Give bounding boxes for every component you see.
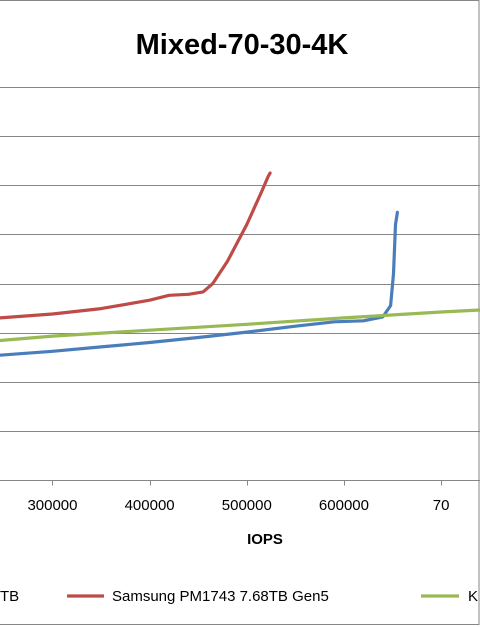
x-tick-labels: 300000 400000 500000 600000 70 xyxy=(27,497,449,514)
series-line-3 xyxy=(0,308,480,343)
x-axis xyxy=(0,480,480,486)
legend-label: TB xyxy=(0,588,19,605)
legend: TB Samsung PM1743 7.68TB Gen5 K xyxy=(0,588,478,605)
x-tick-label: 300000 xyxy=(27,497,77,514)
series-line-1 xyxy=(0,171,272,320)
x-tick-label: 70 xyxy=(433,497,450,514)
x-tick-label: 400000 xyxy=(125,497,175,514)
legend-label: Samsung PM1743 7.68TB Gen5 xyxy=(112,588,329,605)
series-lines xyxy=(0,171,480,357)
series-line-2 xyxy=(0,210,399,357)
chart-title: Mixed-70-30-4K xyxy=(136,29,349,61)
x-axis-title: IOPS xyxy=(247,531,283,548)
x-tick-label: 500000 xyxy=(222,497,272,514)
x-tick-label: 600000 xyxy=(319,497,369,514)
legend-label: K xyxy=(468,588,478,605)
